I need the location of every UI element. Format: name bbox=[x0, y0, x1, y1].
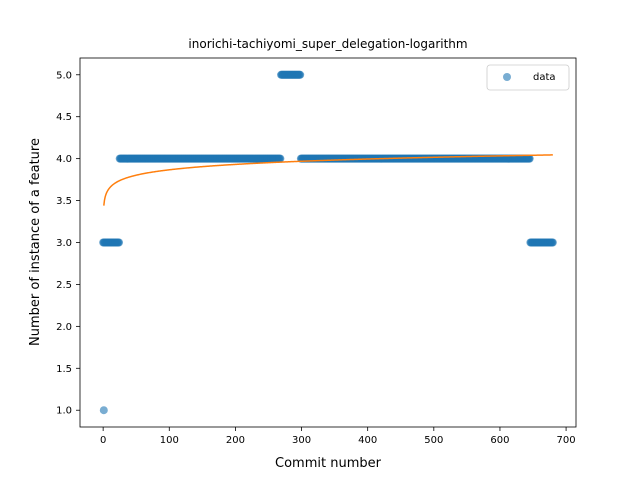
y-tick-label: 3.5 bbox=[56, 196, 72, 207]
x-tick-label: 400 bbox=[358, 435, 377, 446]
y-tick-label: 2.5 bbox=[56, 280, 72, 291]
y-tick-label: 3.0 bbox=[56, 238, 72, 249]
plot-marks bbox=[99, 70, 557, 415]
legend-box bbox=[486, 64, 570, 91]
chart-title: inorichi-tachiyomi_super_delegation-loga… bbox=[188, 37, 467, 51]
data-point bbox=[99, 406, 108, 415]
x-tick-label: 0 bbox=[100, 435, 106, 446]
y-tick-label: 1.5 bbox=[56, 364, 72, 375]
y-tick-label: 5.0 bbox=[56, 70, 72, 81]
data-point bbox=[115, 238, 124, 247]
y-tick-label: 4.5 bbox=[56, 112, 72, 123]
x-tick-label: 700 bbox=[557, 435, 576, 446]
y-tick-label: 1.0 bbox=[56, 406, 72, 417]
legend-label: data bbox=[533, 72, 556, 83]
x-axis-label: Commit number bbox=[275, 456, 382, 471]
data-point bbox=[276, 154, 285, 163]
axes: 0 100 200 300 400 500 600 700 1.0 1.5 2.0 2.5 3.0 3.5… bbox=[56, 57, 577, 446]
data-point bbox=[548, 238, 557, 247]
data-point bbox=[525, 154, 534, 163]
x-tick-label: 500 bbox=[424, 435, 443, 446]
legend-marker bbox=[503, 73, 511, 81]
y-tick-label: 2.0 bbox=[56, 322, 72, 333]
fit-line bbox=[103, 154, 553, 206]
plot-frame bbox=[79, 57, 577, 428]
x-tick-label: 200 bbox=[226, 435, 245, 446]
x-tick-label: 100 bbox=[160, 435, 179, 446]
x-tick-label: 600 bbox=[490, 435, 509, 446]
data-point bbox=[296, 70, 305, 79]
y-axis-label: Number of instance of a feature bbox=[28, 138, 43, 346]
x-tick-label: 300 bbox=[292, 435, 311, 446]
legend: data bbox=[486, 64, 570, 91]
y-tick-label: 4.0 bbox=[56, 154, 72, 165]
